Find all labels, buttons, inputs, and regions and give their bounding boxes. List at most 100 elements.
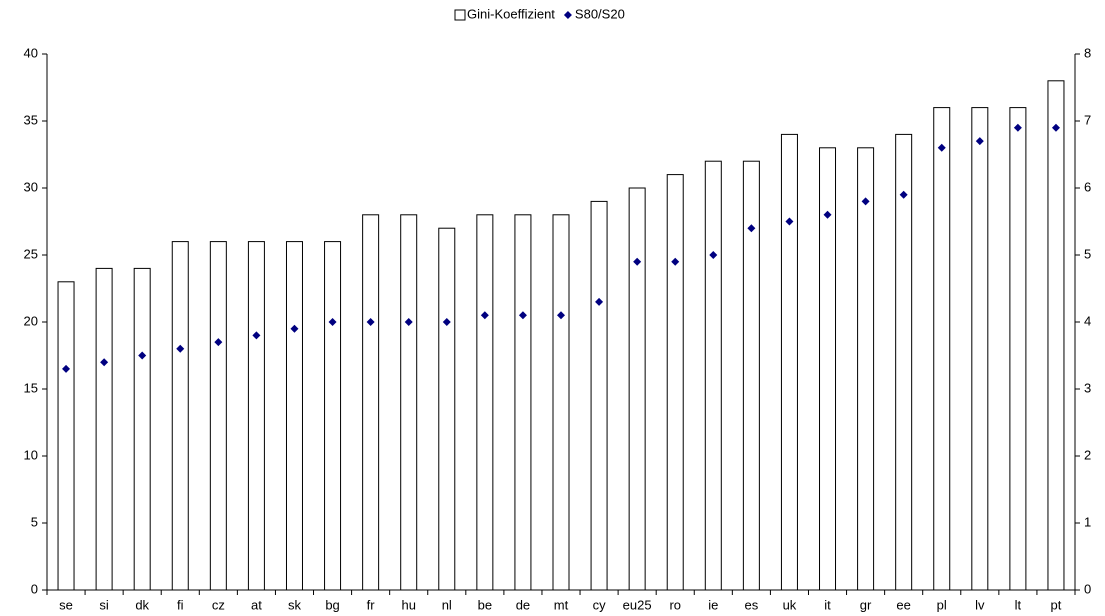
bar xyxy=(95,267,113,591)
x-tick-label: be xyxy=(478,597,492,612)
marker xyxy=(252,331,261,340)
x-tick-label: ie xyxy=(708,597,718,612)
x-tick-label: lv xyxy=(975,597,985,612)
bar xyxy=(666,174,684,591)
marker xyxy=(709,251,718,259)
y2-tick-label: 8 xyxy=(1084,45,1091,60)
x-tick-label: it xyxy=(824,597,831,612)
x-tick-label: cz xyxy=(212,597,225,612)
bar xyxy=(438,227,456,591)
y2-tick-label: 7 xyxy=(1084,112,1091,127)
legend-label: Gini-Koeffizient xyxy=(467,6,555,21)
bar xyxy=(476,214,494,591)
y2-tick-label: 5 xyxy=(1084,246,1091,261)
marker xyxy=(1013,123,1022,132)
y-tick-label: 30 xyxy=(24,179,38,194)
marker xyxy=(747,224,756,233)
x-tick-label: pl xyxy=(937,597,947,612)
bar xyxy=(780,133,798,591)
y2-tick-label: 0 xyxy=(1084,581,1091,596)
y-tick-label: 25 xyxy=(24,246,38,261)
marker xyxy=(480,311,489,320)
marker xyxy=(290,324,299,333)
bar xyxy=(971,107,989,591)
y-tick-label: 35 xyxy=(24,112,38,127)
bar xyxy=(57,281,75,591)
y2-tick-label: 2 xyxy=(1084,447,1091,462)
bar xyxy=(933,107,951,591)
bar xyxy=(400,214,418,591)
bar xyxy=(171,241,189,591)
marker xyxy=(62,364,71,373)
bar xyxy=(552,214,570,591)
x-tick-label: fi xyxy=(177,597,184,612)
x-tick-label: es xyxy=(745,597,759,612)
marker xyxy=(328,318,337,326)
marker xyxy=(518,311,527,320)
x-tick-label: fr xyxy=(367,597,376,612)
bar xyxy=(1047,80,1065,591)
bar xyxy=(362,214,380,591)
x-tick-label: se xyxy=(59,597,73,612)
bar xyxy=(285,241,303,591)
x-tick-label: cy xyxy=(593,597,607,612)
legend-swatch xyxy=(454,9,466,21)
y-tick-label: 0 xyxy=(31,581,38,596)
x-tick-label: dk xyxy=(135,597,149,612)
bar xyxy=(133,267,151,591)
x-tick-label: mt xyxy=(554,597,569,612)
legend-swatch xyxy=(563,11,572,19)
marker xyxy=(861,197,870,206)
marker xyxy=(975,137,984,146)
marker xyxy=(785,217,794,226)
y-tick-label: 10 xyxy=(24,447,38,462)
marker xyxy=(138,351,147,360)
bar xyxy=(857,147,875,591)
marker xyxy=(671,257,680,266)
x-tick-label: gr xyxy=(860,597,872,612)
bar xyxy=(514,214,532,591)
marker xyxy=(1051,123,1060,132)
marker xyxy=(442,318,451,326)
x-tick-label: eu25 xyxy=(623,597,652,612)
x-tick-label: nl xyxy=(442,597,452,612)
bar xyxy=(819,147,837,591)
marker xyxy=(557,311,565,320)
x-tick-label: si xyxy=(99,597,109,612)
x-tick-label: hu xyxy=(401,597,415,612)
legend-label: S80/S20 xyxy=(575,6,625,21)
x-tick-label: at xyxy=(251,597,262,612)
marker xyxy=(937,143,946,152)
x-tick-label: ee xyxy=(896,597,910,612)
bar xyxy=(895,133,913,591)
y-tick-label: 5 xyxy=(31,514,38,529)
y2-tick-label: 4 xyxy=(1084,313,1091,328)
marker xyxy=(176,344,185,353)
marker xyxy=(595,297,604,306)
bar xyxy=(324,241,342,591)
marker xyxy=(404,318,413,326)
marker xyxy=(823,210,832,219)
marker xyxy=(633,257,642,266)
y2-tick-label: 3 xyxy=(1084,380,1091,395)
bar xyxy=(628,187,646,591)
bar xyxy=(209,241,227,591)
x-tick-label: de xyxy=(516,597,530,612)
x-tick-label: ro xyxy=(669,597,681,612)
bar xyxy=(590,200,608,591)
bar xyxy=(247,241,265,591)
y2-tick-label: 6 xyxy=(1084,179,1091,194)
y-tick-label: 15 xyxy=(24,380,38,395)
x-tick-label: uk xyxy=(783,597,797,612)
x-tick-label: lt xyxy=(1015,597,1022,612)
y2-tick-label: 1 xyxy=(1084,514,1091,529)
y-tick-label: 20 xyxy=(24,313,38,328)
bar xyxy=(742,160,760,591)
marker xyxy=(366,318,375,326)
marker xyxy=(100,358,109,367)
x-tick-label: bg xyxy=(325,597,339,612)
x-tick-label: pt xyxy=(1051,597,1062,612)
x-tick-label: sk xyxy=(288,597,302,612)
marker xyxy=(899,190,908,199)
